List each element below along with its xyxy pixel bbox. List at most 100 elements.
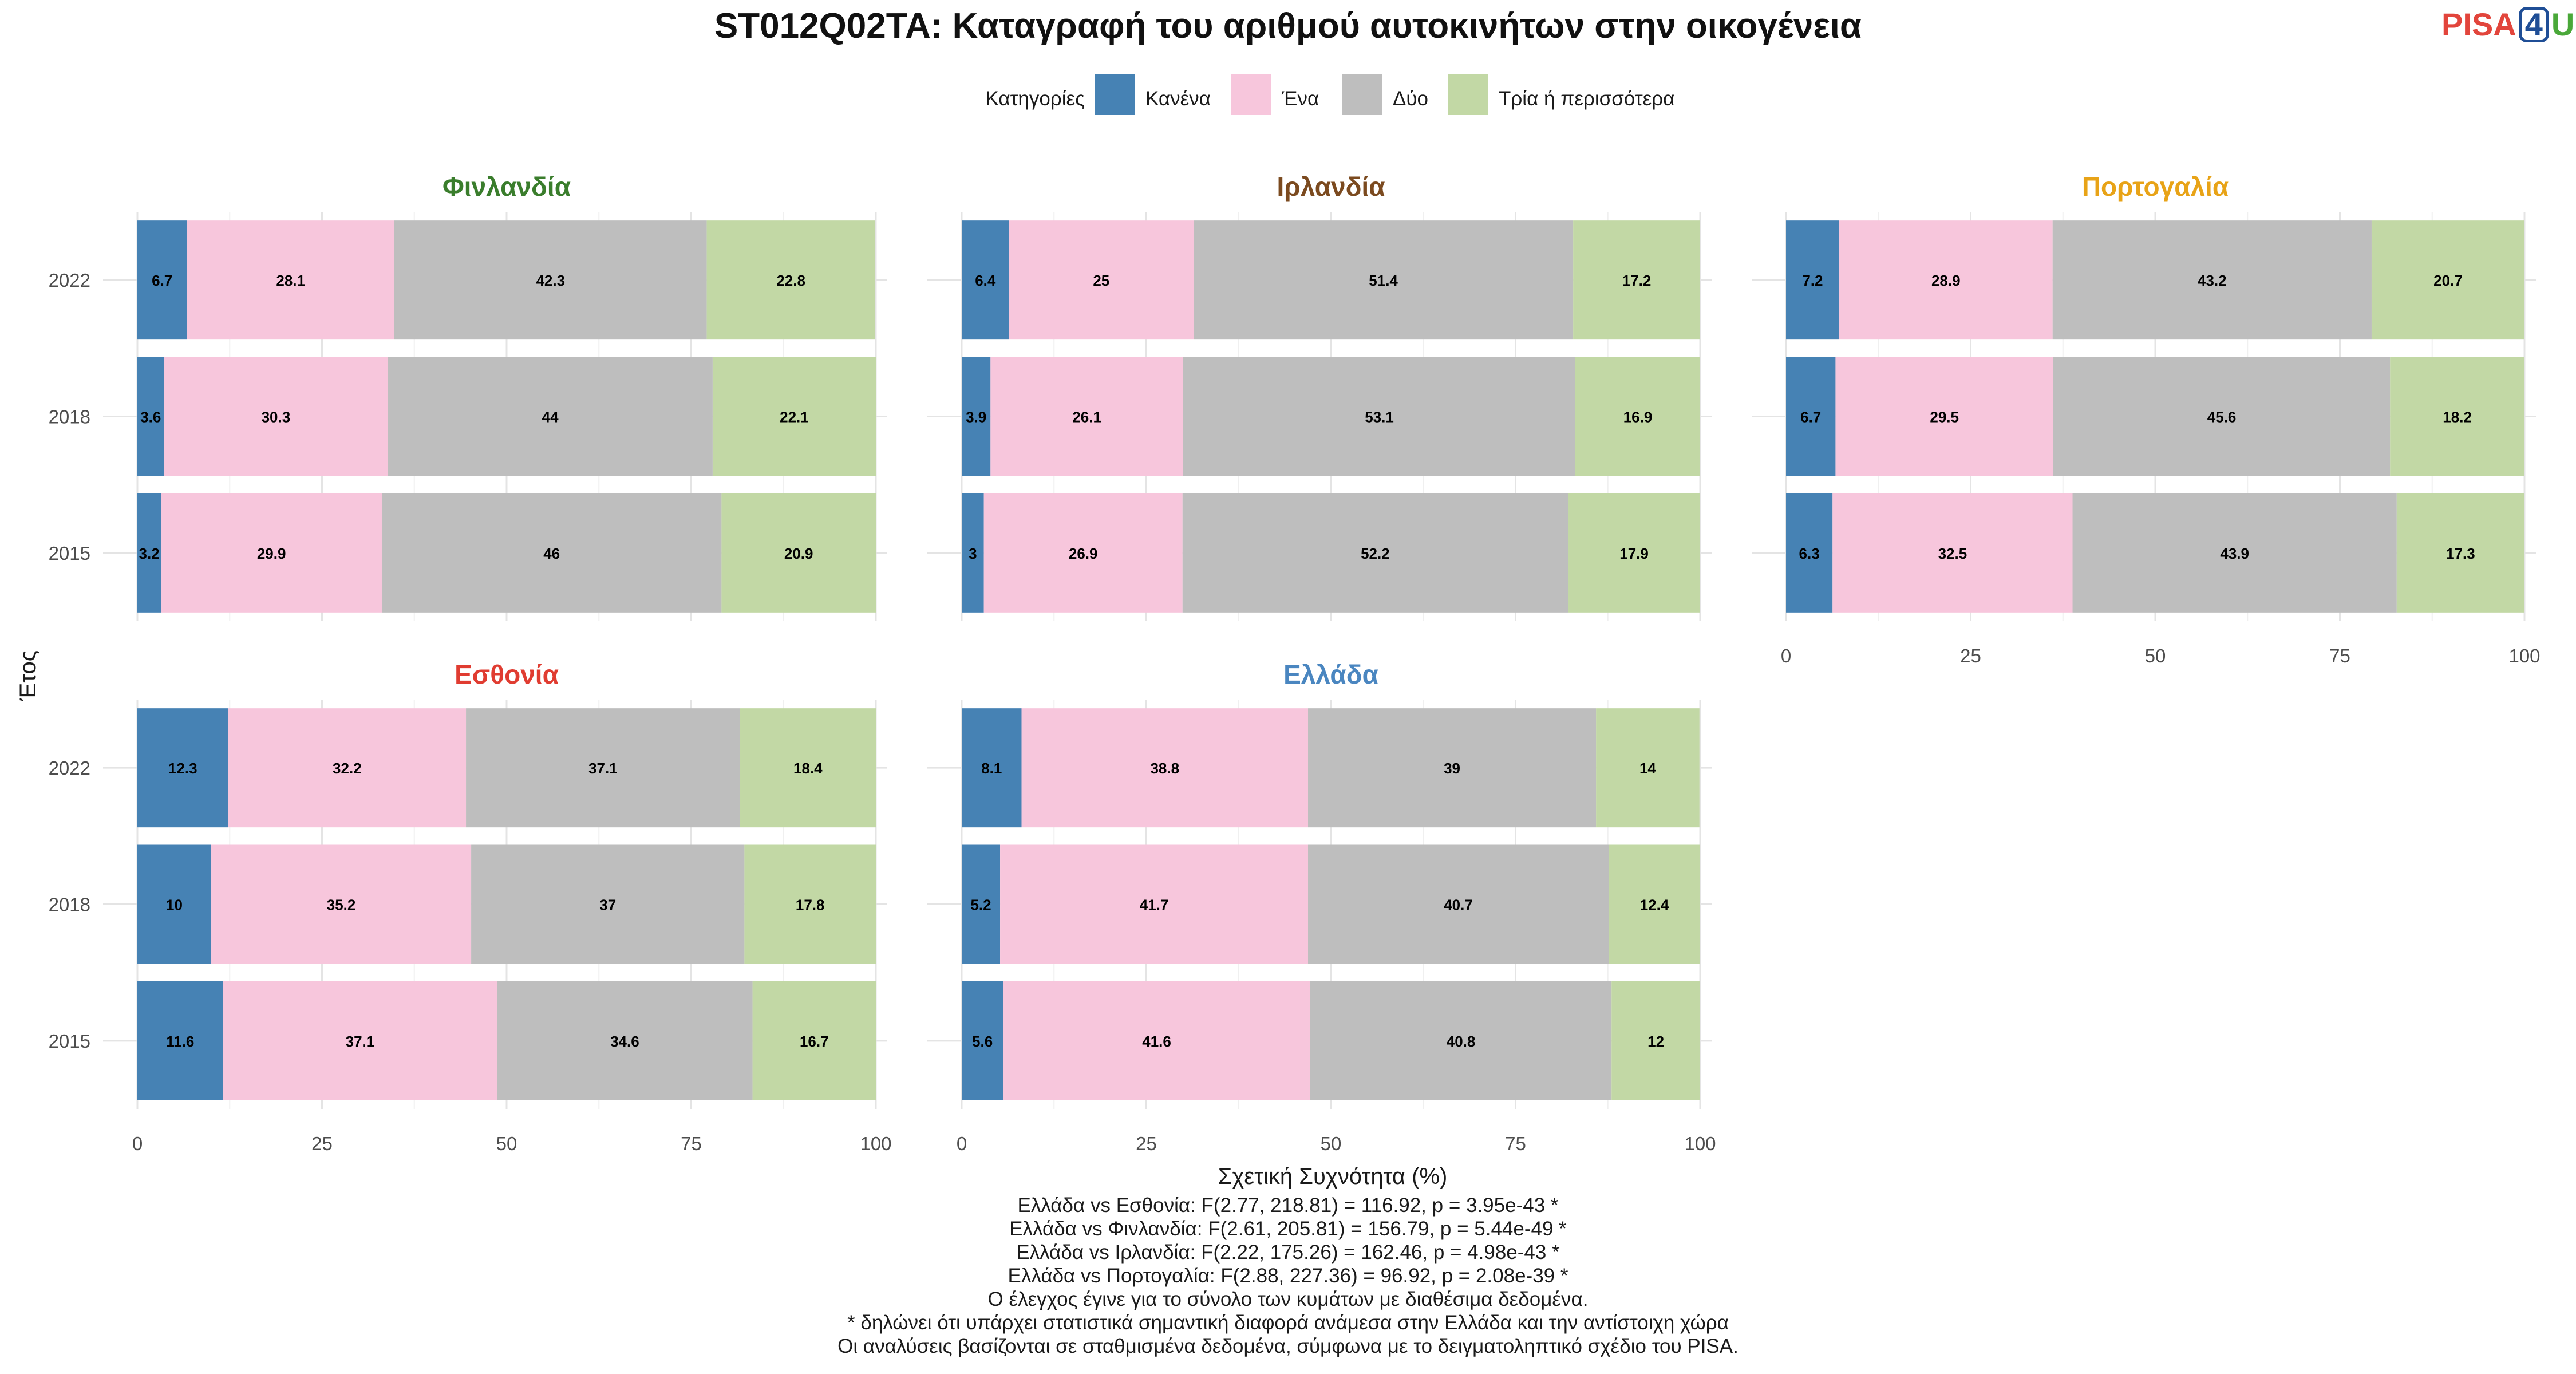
data-label: 6.7 xyxy=(152,272,172,289)
bar-segment xyxy=(962,220,1009,340)
x-tick-label: 0 xyxy=(1781,645,1791,666)
panel-title: Ιρλανδία xyxy=(1277,172,1385,202)
note-line: Ο έλεγχος έγινε για το σύνολο των κυμάτω… xyxy=(987,1288,1589,1310)
bar-segment xyxy=(1575,357,1700,476)
bar-segment xyxy=(1611,981,1700,1100)
bar-segment xyxy=(962,493,984,613)
x-tick-label: 100 xyxy=(860,1133,891,1154)
x-tick-label: 50 xyxy=(496,1133,517,1154)
data-label: 22.1 xyxy=(780,409,809,426)
bar-segment xyxy=(1573,220,1700,340)
data-label: 26.9 xyxy=(1069,545,1098,562)
data-label: 45.6 xyxy=(2207,409,2237,426)
bar-segment xyxy=(1000,844,1309,964)
data-label: 8.1 xyxy=(981,760,1002,777)
pisa4u-logo: PISA 4 U xyxy=(2441,5,2574,45)
data-label: 34.6 xyxy=(610,1033,639,1050)
data-label: 17.8 xyxy=(796,897,825,914)
note-line: * δηλώνει ότι υπάρχει στατιστικά σημαντι… xyxy=(847,1312,1729,1334)
data-label: 40.7 xyxy=(1444,897,1473,914)
data-label: 6.4 xyxy=(975,272,996,289)
x-axis-title: Σχετική Συχνότητα (%) xyxy=(1218,1164,1448,1189)
x-tick-label: 75 xyxy=(2329,645,2350,666)
bar-segment xyxy=(1308,844,1609,964)
bar-segment xyxy=(1009,220,1194,340)
data-label: 20.9 xyxy=(784,545,813,562)
x-tick-label: 0 xyxy=(132,1133,143,1154)
bar-segment xyxy=(983,493,1183,613)
bar-segment xyxy=(388,357,713,476)
x-tick-label: 25 xyxy=(1136,1133,1157,1154)
bar-segment xyxy=(1786,220,1839,340)
bar-segment xyxy=(2396,493,2524,613)
data-label: 3.9 xyxy=(966,409,986,426)
data-label: 11.6 xyxy=(166,1033,194,1050)
statistical-notes: Ελλάδα vs Εσθονία: F(2.77, 218.81) = 116… xyxy=(0,1194,2576,1358)
bar-segment xyxy=(161,493,382,613)
bar-segment xyxy=(2371,220,2524,340)
data-label: 51.4 xyxy=(1369,272,1398,289)
y-tick-label: 2018 xyxy=(49,894,90,915)
bar-segment xyxy=(712,357,876,476)
legend-title: Κατηγορίες xyxy=(985,88,1085,110)
y-tick-label: 2015 xyxy=(49,543,90,564)
data-label: 39 xyxy=(1444,760,1460,777)
x-tick-label: 100 xyxy=(2508,645,2540,666)
x-tick-label: 75 xyxy=(681,1133,702,1154)
data-label: 28.1 xyxy=(276,272,305,289)
legend-swatch xyxy=(1342,74,1382,114)
bar-segment xyxy=(137,357,164,476)
data-label: 38.8 xyxy=(1150,760,1179,777)
legend-label: Τρία ή περισσότερα xyxy=(1499,88,1674,110)
data-label: 3 xyxy=(969,545,977,562)
bar-segment xyxy=(962,708,1022,828)
chart-title: ST012Q02TA: Καταγραφή του αριθμού αυτοκι… xyxy=(714,6,1862,46)
data-label: 41.7 xyxy=(1140,897,1169,914)
data-label: 17.3 xyxy=(2446,545,2475,562)
data-label: 35.2 xyxy=(327,897,356,914)
bar-segment xyxy=(1194,220,1574,340)
logo-part-pisa: PISA xyxy=(2441,6,2516,42)
data-label: 46 xyxy=(543,545,560,562)
panel-title: Ελλάδα xyxy=(1283,660,1378,689)
bar-segment xyxy=(1786,357,1836,476)
data-label: 16.9 xyxy=(1623,409,1653,426)
bar-segment xyxy=(2053,357,2391,476)
note-line: Ελλάδα vs Πορτογαλία: F(2.88, 227.36) = … xyxy=(1008,1265,1568,1287)
bar-segment xyxy=(2052,220,2372,340)
data-label: 32.2 xyxy=(333,760,362,777)
legend-label: Δύο xyxy=(1393,88,1428,110)
x-tick-label: 50 xyxy=(1321,1133,1342,1154)
legend-label: Κανένα xyxy=(1145,88,1211,110)
bar-segment xyxy=(2390,357,2524,476)
bar-segment xyxy=(1021,708,1309,828)
bar-segment xyxy=(962,844,1001,964)
panel-title: Φινλανδία xyxy=(442,172,571,202)
data-label: 29.9 xyxy=(257,545,286,562)
y-tick-label: 2022 xyxy=(49,270,90,291)
logo-part-4: 4 xyxy=(2518,7,2549,42)
data-label: 17.9 xyxy=(1619,545,1649,562)
bar-segment xyxy=(2072,493,2397,613)
data-label: 12.4 xyxy=(1640,897,1669,914)
bar-segment xyxy=(1839,220,2053,340)
bar-segment xyxy=(1308,708,1597,828)
data-label: 30.3 xyxy=(262,409,291,426)
bar-segment xyxy=(381,493,722,613)
panel-title: Πορτογαλία xyxy=(2082,172,2229,202)
bar-segment xyxy=(137,220,187,340)
bar-segment xyxy=(137,844,211,964)
note-line: Ελλάδα vs Ιρλανδία: F(2.22, 175.26) = 16… xyxy=(1016,1241,1560,1264)
data-label: 41.6 xyxy=(1142,1033,1171,1050)
data-label: 42.3 xyxy=(536,272,565,289)
data-label: 53.1 xyxy=(1365,409,1394,426)
legend-swatch xyxy=(1448,74,1488,114)
legend-label: Ένα xyxy=(1281,88,1319,110)
data-label: 32.5 xyxy=(1938,545,1967,562)
bar-segment xyxy=(223,981,497,1100)
data-label: 37.1 xyxy=(346,1033,375,1050)
bar-segment xyxy=(1832,493,2073,613)
bar-segment xyxy=(1786,493,1833,613)
data-label: 40.8 xyxy=(1447,1033,1476,1050)
